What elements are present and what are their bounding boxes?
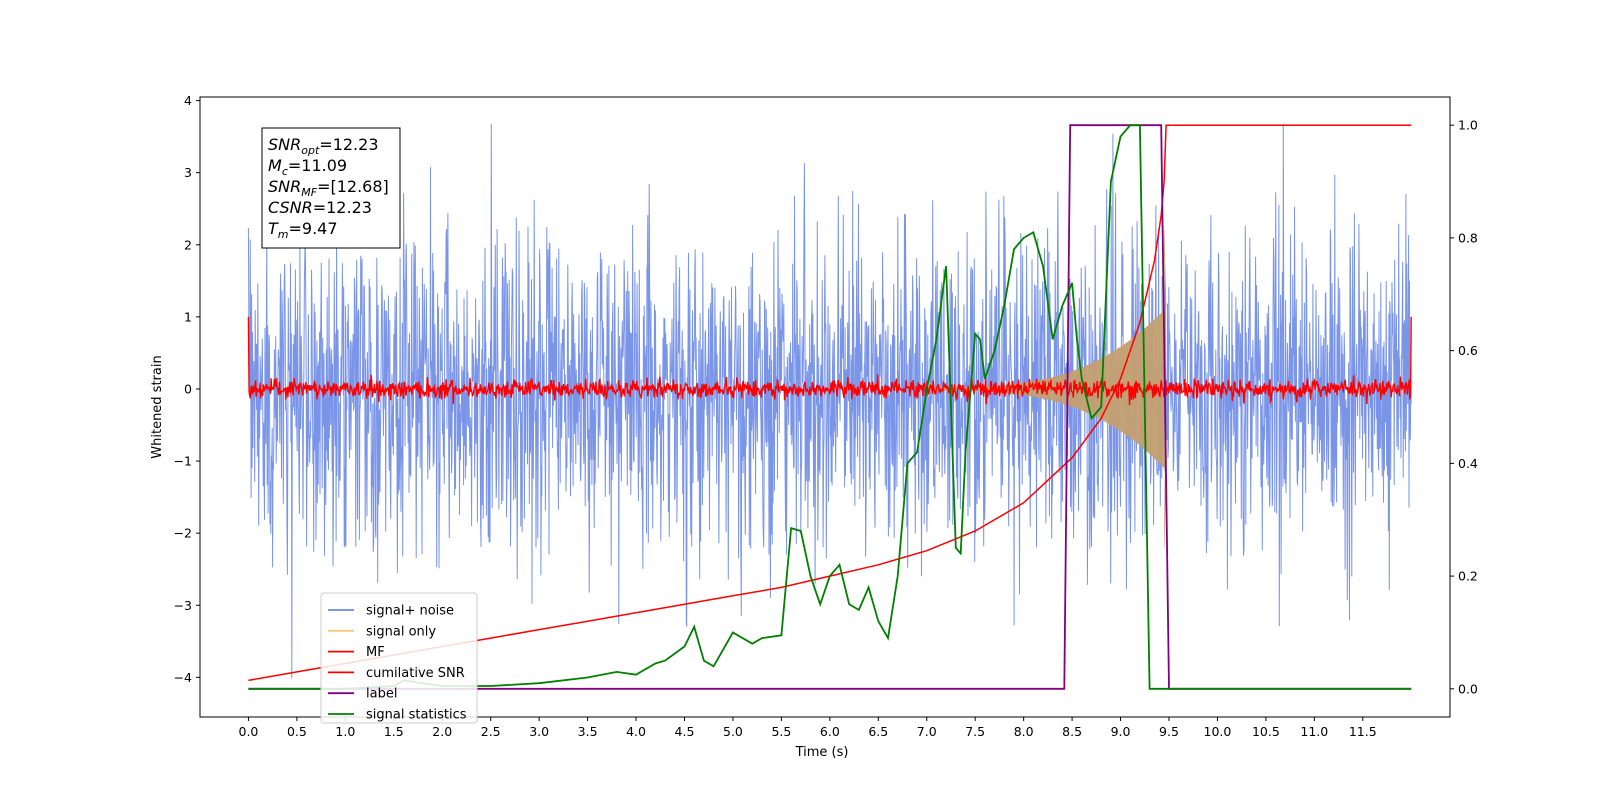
x-tick-label: 1.5 — [384, 724, 404, 739]
y-left-tick-label: −4 — [174, 670, 192, 685]
x-tick-label: 5.0 — [723, 724, 743, 739]
y-axis-right-ticks: 0.0 0.2 0.4 0.6 0.8 1.0 — [1450, 118, 1478, 696]
x-tick-label: 8.0 — [1014, 724, 1034, 739]
y-left-tick-label: 0 — [184, 381, 192, 396]
y-left-tick-label: −3 — [174, 598, 192, 613]
x-tick-label: 7.0 — [917, 724, 937, 739]
annotation-line: SNRMF=[12.68] — [268, 177, 389, 199]
x-tick-label: 11.5 — [1349, 724, 1377, 739]
y-right-tick-label: 0.8 — [1458, 230, 1478, 245]
x-tick-label: 10.5 — [1252, 724, 1280, 739]
y-left-tick-label: 3 — [184, 165, 192, 180]
annotation-line: CSNR=12.23 — [268, 198, 372, 217]
x-tick-label: 5.5 — [771, 724, 791, 739]
annotation-line: Mc=11.09 — [268, 156, 347, 178]
metrics-annotation-box: SNRopt=12.23Mc=11.09SNRMF=[12.68]CSNR=12… — [261, 127, 401, 249]
annotation-frame — [261, 127, 401, 249]
series-mf — [247, 316, 1412, 406]
y-left-tick-label: −1 — [174, 454, 192, 469]
legend-label: signal only — [366, 624, 436, 639]
y-axis-label: Whitened strain — [150, 355, 165, 458]
x-tick-label: 6.0 — [820, 724, 840, 739]
legend: signal+ noise signal only MF cumilative SNR… — [320, 592, 478, 724]
x-tick-label: 9.0 — [1111, 724, 1131, 739]
legend-frame — [320, 592, 478, 724]
x-tick-label: 9.5 — [1159, 724, 1179, 739]
y-left-tick-label: 4 — [184, 93, 192, 108]
x-tick-label: 4.5 — [675, 724, 695, 739]
legend-label: label — [366, 687, 397, 702]
x-tick-label: 2.5 — [481, 724, 501, 739]
annotation-line: SNRopt=12.23 — [268, 135, 379, 157]
x-tick-label: 4.0 — [626, 724, 646, 739]
y-right-tick-label: 0.6 — [1458, 343, 1478, 358]
x-tick-label: 0.0 — [239, 724, 259, 739]
y-axis-left-ticks: 4 3 2 1 0 −1 −2 −3 −4 — [174, 93, 200, 685]
x-tick-label: 10.0 — [1204, 724, 1232, 739]
y-left-tick-label: 2 — [184, 237, 192, 252]
x-tick-label: 7.5 — [965, 724, 985, 739]
axes-frame — [199, 96, 1451, 718]
x-tick-label: 3.0 — [529, 724, 549, 739]
x-tick-label: 2.0 — [432, 724, 452, 739]
x-axis-label: Time (s) — [795, 745, 849, 760]
annotation-line: Tm=9.47 — [268, 219, 338, 241]
x-tick-label: 11.0 — [1300, 724, 1328, 739]
y-right-tick-label: 1.0 — [1458, 118, 1478, 133]
legend-label: signal statistics — [366, 708, 467, 723]
x-tick-label: 1.0 — [335, 724, 355, 739]
legend-label: cumilative SNR — [366, 666, 465, 681]
x-axis-ticks: 0.0 0.5 1.0 1.5 2.0 2.5 3.0 3.5 4.0 4.5 5.0 5.5 6.0 6… — [239, 717, 1377, 739]
x-tick-label: 0.5 — [287, 724, 307, 739]
series-signal-statistics — [248, 124, 1412, 690]
x-tick-label: 3.5 — [578, 724, 598, 739]
y-right-tick-label: 0.0 — [1458, 681, 1478, 696]
x-tick-label: 8.5 — [1062, 724, 1082, 739]
y-left-tick-label: 1 — [184, 309, 192, 324]
y-right-tick-label: 0.2 — [1458, 569, 1478, 584]
y-left-tick-label: −2 — [174, 526, 192, 541]
legend-label: signal+ noise — [366, 604, 454, 619]
series-signal-plus-noise — [247, 123, 1412, 679]
y-right-tick-label: 0.4 — [1458, 456, 1478, 471]
x-tick-label: 6.5 — [868, 724, 888, 739]
legend-label: MF — [366, 645, 385, 660]
